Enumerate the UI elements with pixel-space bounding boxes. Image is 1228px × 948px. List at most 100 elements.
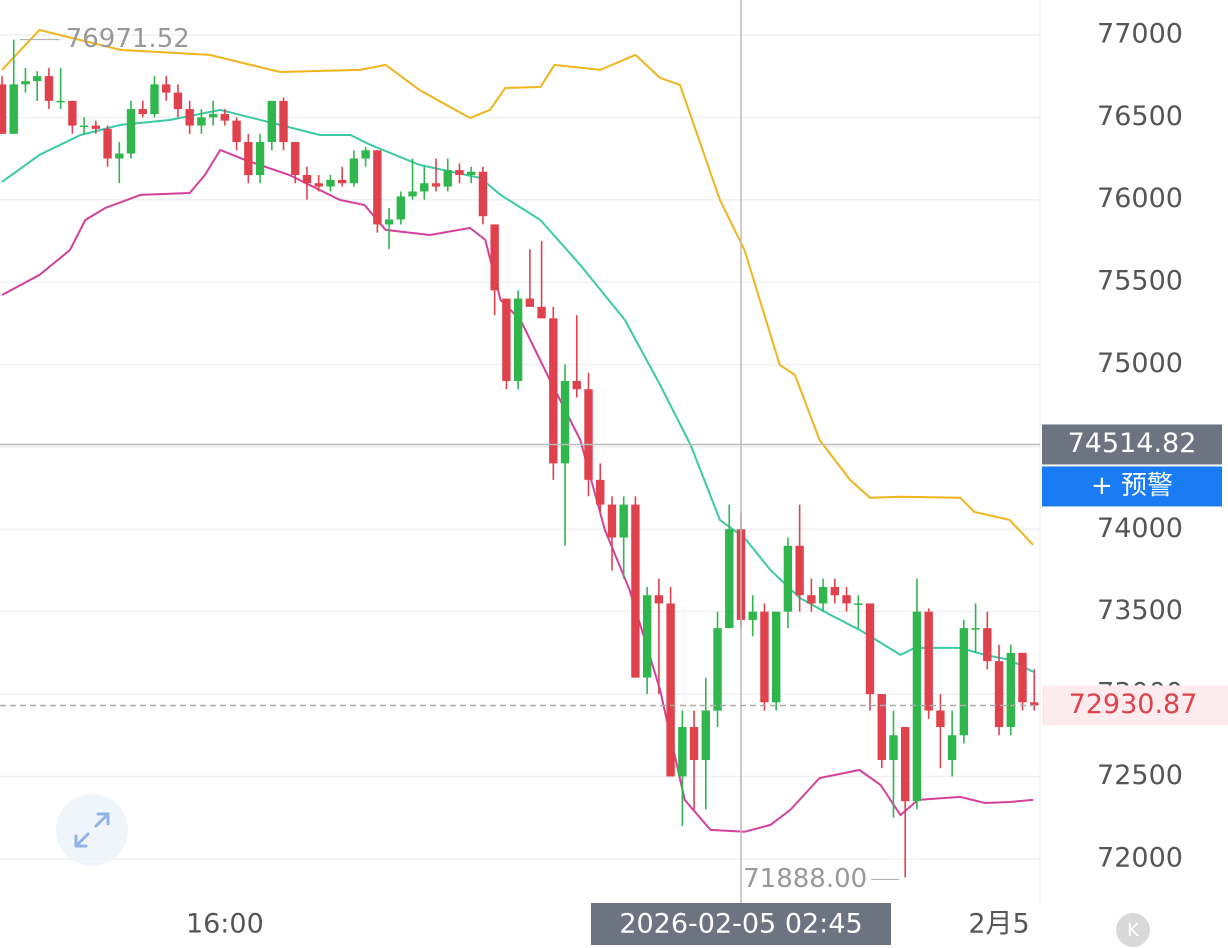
last-price-label: 72930.87 <box>1069 689 1198 720</box>
expand-icon[interactable] <box>56 794 128 866</box>
max-label: 76971.52 <box>66 24 190 54</box>
candle-body <box>1006 652 1015 728</box>
candle-body <box>807 595 816 604</box>
candle-body <box>877 694 886 760</box>
x-tick-label: 16:00 <box>186 909 264 940</box>
candle-body <box>197 117 206 126</box>
candle-body <box>760 611 769 703</box>
alert-button[interactable] <box>1042 466 1222 507</box>
candle-body <box>126 109 136 154</box>
candle-body <box>361 150 370 159</box>
candle-body <box>302 175 312 184</box>
candle-body <box>220 114 230 121</box>
candle-body <box>619 504 628 538</box>
candle-body <box>725 529 734 629</box>
candle-body <box>244 142 253 176</box>
candle-body <box>138 109 147 115</box>
band-line <box>1 108 1034 673</box>
candle-body <box>267 100 276 143</box>
candle-body <box>56 100 65 103</box>
y-tick-label: 76500 <box>1097 101 1183 132</box>
alert-button-label[interactable]: + 预警 <box>1091 471 1173 501</box>
y-tick-label: 76000 <box>1097 183 1183 214</box>
candle-body <box>584 389 593 480</box>
candle-body <box>865 603 875 695</box>
candle-body <box>279 100 288 143</box>
candle-body <box>771 611 781 703</box>
candle-body <box>795 545 804 596</box>
candle-body <box>0 84 7 134</box>
candle-body <box>830 586 840 596</box>
candle-body <box>513 298 523 381</box>
candle-body <box>255 142 265 176</box>
candle-body <box>396 196 406 220</box>
y-tick-label: 73500 <box>1097 595 1183 626</box>
candle-body <box>443 170 452 187</box>
y-tick-label: 77000 <box>1097 18 1183 49</box>
candle-body <box>455 170 464 176</box>
crosshair-time-label: 2026-02-05 02:45 <box>619 909 862 940</box>
candle-body <box>560 380 570 464</box>
candle-body <box>607 504 617 538</box>
candle-body <box>337 179 347 184</box>
candle-body <box>631 504 640 678</box>
candle-body <box>525 298 535 307</box>
candle-body <box>21 81 30 85</box>
candle-body <box>115 153 124 159</box>
candle-body <box>901 727 910 802</box>
candle-body <box>384 219 394 225</box>
candle-body <box>818 586 828 604</box>
candle-body <box>572 380 581 390</box>
candle-body <box>79 125 89 128</box>
candle-body <box>666 603 675 777</box>
candle-body <box>854 603 863 605</box>
candle-body <box>971 628 980 630</box>
candle-body <box>467 171 476 176</box>
candle-body <box>326 179 335 187</box>
candle-body <box>314 183 323 187</box>
candle-body <box>91 125 101 129</box>
candle-body <box>947 735 957 760</box>
candle-body <box>936 710 945 728</box>
band-line <box>1 148 1034 833</box>
candle-body <box>642 595 652 678</box>
candle-body <box>502 298 511 381</box>
min-label: 71888.00 <box>743 864 867 894</box>
candle-body <box>68 100 77 126</box>
candle-body <box>9 84 18 134</box>
candle-body <box>889 735 898 760</box>
candle-body <box>103 128 112 159</box>
crosshair-price-label: 74514.82 <box>1068 428 1197 459</box>
candle-body <box>1018 652 1027 703</box>
y-tick-label: 72000 <box>1097 842 1183 873</box>
corner-icon[interactable] <box>1116 913 1150 947</box>
candle-body <box>32 76 42 82</box>
candle-body <box>783 545 793 612</box>
crosshair-price-box <box>1042 424 1222 465</box>
candle-body <box>912 611 922 802</box>
band-line <box>1 28 1034 546</box>
candle-body <box>44 76 54 101</box>
candle-body <box>924 611 933 711</box>
candle-body <box>490 224 499 291</box>
candle-body <box>150 84 159 115</box>
candle-body <box>408 191 417 197</box>
candle-body <box>994 661 1004 728</box>
candle-body <box>1030 702 1039 706</box>
candle-body <box>537 306 546 319</box>
candle-body <box>291 142 300 176</box>
candle-body <box>420 183 429 192</box>
corner-icon-label: K <box>1127 920 1140 941</box>
candle-body <box>549 318 558 464</box>
candle-body <box>173 92 183 110</box>
candle-body <box>185 109 194 126</box>
last-price-box <box>1042 685 1228 726</box>
y-tick-label: 75000 <box>1097 348 1183 379</box>
candle-body <box>654 595 664 604</box>
y-tick-label: 74000 <box>1097 513 1183 544</box>
candle-body <box>478 171 488 217</box>
candle-body <box>713 628 722 711</box>
